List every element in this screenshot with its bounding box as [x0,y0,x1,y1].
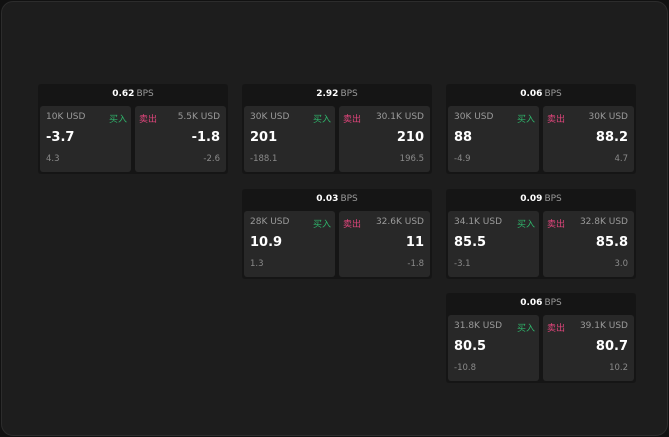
sell-label: 卖出 [343,220,362,230]
quote-card: 0.03 BPS 28K USD 买入 10.9 1.3 卖出 32.6K USD… [242,189,432,279]
spread-unit: BPS [340,194,358,204]
ask-price: 88.2 [595,130,628,145]
ask-price: -1.8 [191,130,220,145]
ask-size: 39.1K USD [579,321,628,331]
sell-label: 卖出 [139,115,158,125]
spread-header: 0.03 BPS [242,189,432,210]
spread-header: 0.06 BPS [446,84,636,105]
buy-cell[interactable]: 31.8K USD 买入 80.5 -10.8 [448,315,539,381]
spread-value: 0.09 [520,194,543,204]
bid-price: 85.5 [454,235,487,250]
bid-size: 10K USD [46,112,86,122]
bid-change: -10.8 [454,363,476,373]
buy-cell[interactable]: 28K USD 买入 10.9 1.3 [244,211,335,277]
spread-unit: BPS [136,89,154,99]
bid-price: 88 [454,130,473,145]
spread-unit: BPS [544,89,562,99]
quote-card: 0.06 BPS 31.8K USD 买入 80.5 -10.8 卖出 39.1K… [446,293,636,383]
buy-label: 买入 [312,220,331,230]
spread-value: 0.06 [520,298,543,308]
ask-size: 32.6K USD [375,217,424,227]
ask-size: 5.5K USD [177,112,220,122]
bid-change: -4.9 [454,154,471,164]
ask-change: 4.7 [614,154,628,164]
sell-label: 卖出 [343,115,362,125]
bid-change: 4.3 [46,154,60,164]
ask-size: 30K USD [588,112,628,122]
spread-unit: BPS [544,298,562,308]
buy-cell[interactable]: 30K USD 买入 201 -188.1 [244,106,335,172]
sell-cell[interactable]: 卖出 30.1K USD 210 196.5 [339,106,430,172]
quote-card: 2.92 BPS 30K USD 买入 201 -188.1 卖出 30.1K U… [242,84,432,174]
bid-change: 1.3 [250,259,264,269]
ask-size: 32.8K USD [579,217,628,227]
sell-cell[interactable]: 卖出 5.5K USD -1.8 -2.6 [135,106,226,172]
spread-header: 0.62 BPS [38,84,228,105]
spread-value: 0.03 [316,194,339,204]
buy-label: 买入 [516,324,535,334]
sell-cell[interactable]: 卖出 32.6K USD 11 -1.8 [339,211,430,277]
ask-size: 30.1K USD [375,112,424,122]
ask-price: 210 [396,130,424,145]
quote-card: 0.06 BPS 30K USD 买入 88 -4.9 卖出 30K USD 88… [446,84,636,174]
spread-unit: BPS [544,194,562,204]
spread-value: 2.92 [316,89,339,99]
sell-label: 卖出 [547,220,566,230]
bid-change: -188.1 [250,154,278,164]
ask-change: -1.8 [407,259,424,269]
bid-price: -3.7 [46,130,75,145]
buy-cell[interactable]: 30K USD 买入 88 -4.9 [448,106,539,172]
ask-price: 85.8 [595,235,628,250]
buy-label: 买入 [312,115,331,125]
spread-value: 0.06 [520,89,543,99]
bid-size: 28K USD [250,217,290,227]
buy-label: 买入 [108,115,127,125]
bid-price: 201 [250,130,278,145]
bid-change: -3.1 [454,259,471,269]
sell-cell[interactable]: 卖出 30K USD 88.2 4.7 [543,106,634,172]
sell-label: 卖出 [547,115,566,125]
spread-unit: BPS [340,89,358,99]
ask-price: 80.7 [595,339,628,354]
buy-label: 买入 [516,115,535,125]
buy-cell[interactable]: 10K USD 买入 -3.7 4.3 [40,106,131,172]
bid-size: 31.8K USD [454,321,503,331]
spread-value: 0.62 [112,89,135,99]
bid-size: 34.1K USD [454,217,503,227]
bid-price: 80.5 [454,339,487,354]
spread-header: 0.09 BPS [446,189,636,210]
ask-change: 10.2 [609,363,628,373]
sell-cell[interactable]: 卖出 32.8K USD 85.8 3.0 [543,211,634,277]
quote-card: 0.62 BPS 10K USD 买入 -3.7 4.3 卖出 5.5K USD … [38,84,228,174]
bid-size: 30K USD [454,112,494,122]
ask-change: 196.5 [399,154,424,164]
bid-size: 30K USD [250,112,290,122]
ask-change: -2.6 [203,154,220,164]
buy-cell[interactable]: 34.1K USD 买入 85.5 -3.1 [448,211,539,277]
spread-header: 2.92 BPS [242,84,432,105]
ask-change: 3.0 [614,259,628,269]
spread-header: 0.06 BPS [446,293,636,314]
bid-price: 10.9 [250,235,283,250]
ask-price: 11 [405,235,424,250]
sell-label: 卖出 [547,324,566,334]
quote-card: 0.09 BPS 34.1K USD 买入 85.5 -3.1 卖出 32.8K … [446,189,636,279]
buy-label: 买入 [516,220,535,230]
sell-cell[interactable]: 卖出 39.1K USD 80.7 10.2 [543,315,634,381]
